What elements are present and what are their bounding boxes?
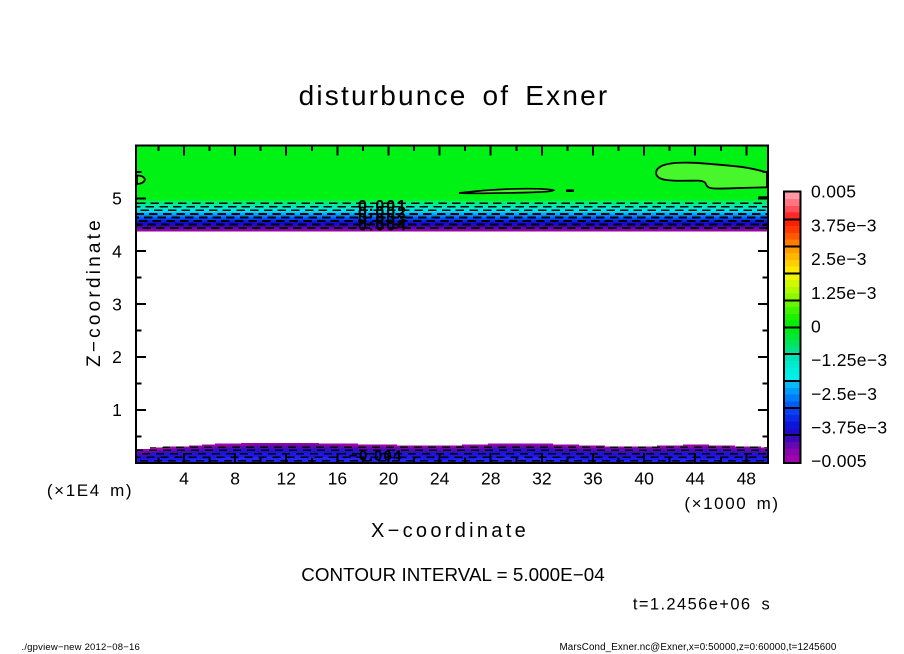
svg-text:40: 40 bbox=[634, 469, 654, 489]
svg-text:4: 4 bbox=[179, 469, 189, 489]
svg-text:disturbunce of Exner: disturbunce of Exner bbox=[299, 80, 610, 111]
svg-text:(×1E4 m): (×1E4 m) bbox=[47, 481, 133, 500]
svg-text:2: 2 bbox=[112, 347, 122, 367]
svg-text:1: 1 bbox=[112, 400, 122, 420]
svg-text:32: 32 bbox=[532, 469, 551, 489]
svg-text:t=1.2456e+06 s: t=1.2456e+06 s bbox=[633, 596, 771, 614]
svg-text:./gpview−new 2012−08−16: ./gpview−new 2012−08−16 bbox=[22, 642, 140, 653]
svg-text:3.75e−3: 3.75e−3 bbox=[811, 215, 877, 235]
svg-text:−0.005: −0.005 bbox=[811, 451, 867, 471]
svg-text:0.001: 0.001 bbox=[358, 198, 408, 215]
svg-text:0.003: 0.003 bbox=[358, 211, 408, 228]
svg-text:(×1000 m): (×1000 m) bbox=[684, 494, 779, 513]
svg-text:Z−coordinate: Z−coordinate bbox=[84, 217, 105, 367]
svg-text:MarsCond_Exner.nc@Exner,x=0:50: MarsCond_Exner.nc@Exner,x=0:50000,z=0:60… bbox=[560, 642, 837, 653]
svg-text:0: 0 bbox=[811, 316, 821, 336]
svg-text:28: 28 bbox=[481, 469, 500, 489]
svg-text:−1.25e−3: −1.25e−3 bbox=[811, 350, 887, 370]
svg-text:24: 24 bbox=[430, 469, 450, 489]
svg-text:12: 12 bbox=[277, 469, 296, 489]
svg-text:1.25e−3: 1.25e−3 bbox=[811, 283, 877, 303]
svg-text:4: 4 bbox=[112, 241, 122, 261]
svg-text:20: 20 bbox=[379, 469, 399, 489]
svg-text:8: 8 bbox=[230, 469, 240, 489]
svg-text:X−coordinate: X−coordinate bbox=[371, 520, 529, 542]
svg-text:5: 5 bbox=[112, 189, 122, 209]
svg-text:0.005: 0.005 bbox=[811, 182, 856, 202]
svg-text:3: 3 bbox=[112, 294, 122, 314]
svg-text:2.5e−3: 2.5e−3 bbox=[811, 249, 867, 269]
svg-text:0.002: 0.002 bbox=[358, 205, 408, 222]
svg-text:0.004: 0.004 bbox=[358, 218, 408, 235]
svg-text:44: 44 bbox=[685, 469, 705, 489]
svg-text:−2.5e−3: −2.5e−3 bbox=[811, 384, 877, 404]
svg-text:−0.004: −0.004 bbox=[349, 448, 403, 465]
svg-text:36: 36 bbox=[583, 469, 602, 489]
svg-text:48: 48 bbox=[737, 469, 756, 489]
svg-text:−3.75e−3: −3.75e−3 bbox=[811, 418, 887, 438]
svg-text:16: 16 bbox=[328, 469, 347, 489]
svg-text:CONTOUR INTERVAL = 5.000E−04: CONTOUR INTERVAL = 5.000E−04 bbox=[301, 564, 604, 585]
